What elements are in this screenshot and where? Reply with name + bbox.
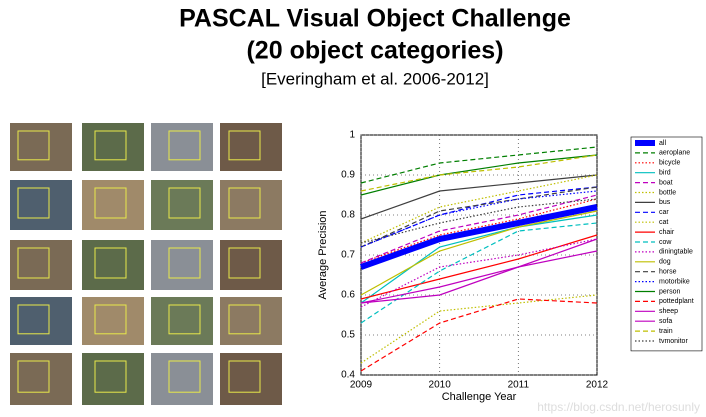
- bounding-box: [17, 304, 50, 335]
- y-tick-label: 0.5: [341, 330, 355, 341]
- series-line: [360, 186, 598, 248]
- legend-label: pottedplant: [659, 298, 694, 305]
- bounding-box: [228, 360, 261, 393]
- legend-label: bicycle: [659, 160, 681, 167]
- bounding-box: [168, 247, 201, 279]
- bounding-box: [17, 247, 50, 279]
- bounding-box: [228, 247, 261, 279]
- bounding-box: [94, 360, 127, 393]
- photo: [151, 297, 213, 345]
- legend-label: sheep: [659, 308, 678, 315]
- series-line: [360, 238, 598, 304]
- bounding-box: [94, 130, 127, 161]
- photo: [82, 297, 144, 345]
- bounding-box: [17, 187, 50, 219]
- legend-label: motorbike: [659, 278, 690, 285]
- legend-label: person: [659, 288, 681, 295]
- legend-label: bottle: [659, 189, 676, 196]
- y-tick-label: 0.9: [341, 170, 355, 181]
- series-line: [360, 194, 598, 264]
- bounding-box: [228, 187, 261, 219]
- y-tick-label: 0.6: [341, 290, 355, 301]
- bounding-box: [94, 187, 127, 219]
- photo: [10, 297, 72, 345]
- photo: [151, 123, 213, 171]
- legend-label: car: [659, 209, 669, 216]
- legend-label: diningtable: [659, 249, 693, 256]
- legend-label: cat: [659, 219, 668, 226]
- series-line: [360, 294, 598, 364]
- series-line: [360, 250, 598, 304]
- series-line: [360, 198, 598, 244]
- bounding-box: [168, 304, 201, 335]
- title-line: PASCAL Visual Object Challenge: [179, 5, 571, 33]
- legend-label: cow: [659, 239, 672, 246]
- legend-label: horse: [659, 269, 677, 276]
- series-line: [360, 198, 598, 264]
- y-axis-label: Average Precision: [317, 210, 329, 299]
- series-line: [360, 222, 598, 324]
- series-line: [360, 154, 598, 196]
- y-tick-label: 1: [349, 130, 355, 141]
- legend-label: bird: [659, 170, 671, 177]
- legend-label: tvmonitor: [659, 338, 688, 345]
- legend-label: dog: [659, 259, 671, 266]
- legend-label: bus: [659, 199, 671, 206]
- legend-label: train: [659, 328, 673, 335]
- series-line: [360, 190, 598, 248]
- series-line: [360, 238, 598, 308]
- legend-label: aeroplane: [659, 150, 690, 157]
- photo: [220, 353, 282, 405]
- legend-label: boat: [659, 179, 673, 186]
- series-line: [359, 204, 598, 270]
- title-line: (20 object categories): [246, 37, 503, 65]
- bounding-box: [168, 130, 201, 161]
- series-line: [360, 174, 598, 220]
- bounding-box: [228, 304, 261, 335]
- photo-grid: [10, 123, 282, 405]
- chart: 0.4 0.5 0.6 0.7 0.8 0.9 1 2009 2010 2011 2012 Chall…: [317, 130, 703, 403]
- photo: [82, 123, 144, 171]
- series-line: [360, 154, 598, 192]
- x-tick-label: 2010: [429, 380, 452, 391]
- photo: [10, 353, 72, 405]
- legend-label: all: [659, 140, 666, 147]
- photo: [10, 123, 72, 171]
- y-tick-label: 0.8: [341, 210, 355, 221]
- photo: [82, 353, 144, 405]
- legend-label: chair: [659, 229, 675, 236]
- series-line: [360, 146, 598, 184]
- series-line: [360, 210, 598, 296]
- x-tick-label: 2009: [350, 380, 373, 391]
- x-tick-label: 2012: [586, 380, 609, 391]
- bounding-box: [17, 360, 50, 393]
- photo: [151, 353, 213, 405]
- bounding-box: [228, 130, 261, 161]
- x-tick-label: 2011: [508, 380, 530, 391]
- legend-label: sofa: [659, 318, 672, 325]
- bounding-box: [17, 130, 50, 161]
- y-tick-label: 0.7: [341, 250, 355, 261]
- bounding-box: [168, 187, 201, 219]
- series-line: [360, 214, 598, 304]
- y-tick-label: 0.4: [341, 370, 355, 381]
- watermark: https://blog.csdn.net/herosunly: [537, 400, 700, 414]
- series-line: [360, 174, 598, 244]
- x-axis-label: Challenge Year: [442, 391, 517, 403]
- bounding-box: [94, 304, 127, 335]
- bounding-box: [94, 247, 127, 279]
- bounding-box: [168, 360, 201, 393]
- citation: [Everingham et al. 2006-2012]: [261, 69, 489, 88]
